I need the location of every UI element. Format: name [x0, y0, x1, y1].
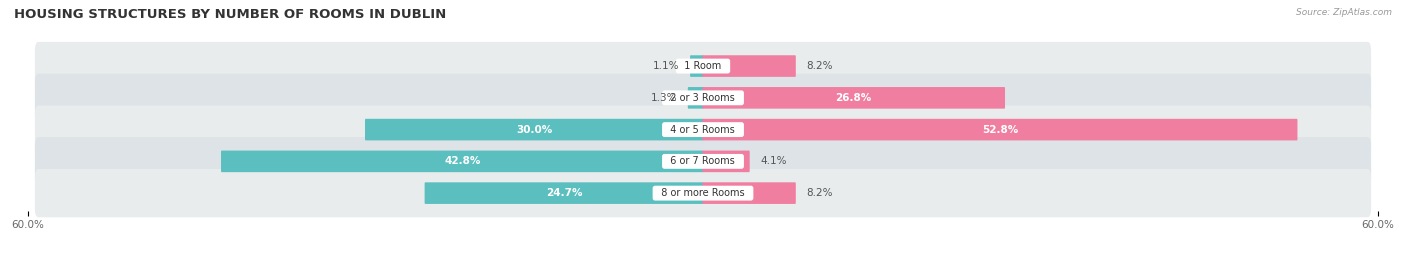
FancyBboxPatch shape [690, 55, 703, 77]
FancyBboxPatch shape [703, 182, 796, 204]
FancyBboxPatch shape [703, 119, 1298, 140]
Text: 8.2%: 8.2% [807, 188, 832, 198]
FancyBboxPatch shape [703, 55, 796, 77]
Text: HOUSING STRUCTURES BY NUMBER OF ROOMS IN DUBLIN: HOUSING STRUCTURES BY NUMBER OF ROOMS IN… [14, 8, 446, 21]
FancyBboxPatch shape [35, 74, 1371, 122]
Text: 1 Room: 1 Room [678, 61, 728, 71]
Text: 4.1%: 4.1% [761, 156, 787, 166]
Text: 1.1%: 1.1% [652, 61, 679, 71]
FancyBboxPatch shape [221, 151, 703, 172]
Text: 24.7%: 24.7% [546, 188, 582, 198]
FancyBboxPatch shape [366, 119, 703, 140]
Text: 8 or more Rooms: 8 or more Rooms [655, 188, 751, 198]
FancyBboxPatch shape [703, 87, 1005, 109]
FancyBboxPatch shape [35, 42, 1371, 90]
FancyBboxPatch shape [703, 151, 749, 172]
Text: 2 or 3 Rooms: 2 or 3 Rooms [665, 93, 741, 103]
FancyBboxPatch shape [425, 182, 703, 204]
Text: 30.0%: 30.0% [516, 124, 553, 135]
Text: Source: ZipAtlas.com: Source: ZipAtlas.com [1296, 8, 1392, 17]
Text: 8.2%: 8.2% [807, 61, 832, 71]
Text: 52.8%: 52.8% [981, 124, 1018, 135]
Text: 42.8%: 42.8% [444, 156, 481, 166]
Text: 1.3%: 1.3% [651, 93, 678, 103]
Text: 4 or 5 Rooms: 4 or 5 Rooms [665, 124, 741, 135]
FancyBboxPatch shape [688, 87, 703, 109]
FancyBboxPatch shape [35, 106, 1371, 154]
FancyBboxPatch shape [35, 169, 1371, 217]
Text: 26.8%: 26.8% [835, 93, 872, 103]
Text: 6 or 7 Rooms: 6 or 7 Rooms [665, 156, 741, 166]
FancyBboxPatch shape [35, 137, 1371, 185]
